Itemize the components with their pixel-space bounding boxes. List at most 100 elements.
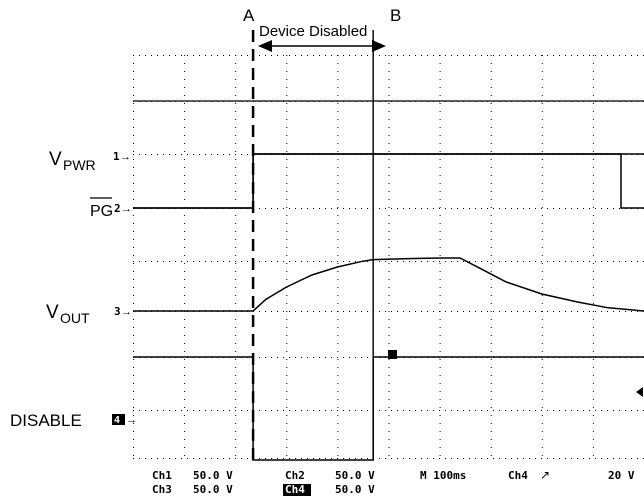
grid-dot [184,199,186,200]
grid-dot [235,327,237,328]
grid-dot [325,410,326,411]
grid-dot [601,410,602,411]
grid-dot [151,55,152,56]
grid-dot [139,410,140,411]
grid-dot [388,447,390,448]
grid-dot [451,208,452,209]
ch2-marker: 2 [114,202,121,215]
grid-dot [145,261,146,262]
grid-dot [133,303,134,304]
ch1-label-main: V [49,149,62,170]
grid-dot [619,410,620,411]
grid-dot [553,311,554,312]
grid-dot [181,410,182,411]
grid-dot [607,410,608,411]
grid-dot [439,431,441,432]
grid-dot [241,458,242,459]
grid-dot [313,458,314,459]
grid-dot [235,154,236,155]
grid-dot [184,215,186,216]
grid-dot [475,55,476,56]
grid-dot [307,261,308,262]
grid-dot [133,343,134,344]
grid-dot [343,261,344,262]
grid-dot [439,399,441,400]
grid-dot [589,458,590,459]
grid-dot [175,154,176,155]
grid-dot [427,458,428,459]
grid-dot [583,311,584,312]
grid-dot [439,79,441,80]
grid-dot [490,399,492,400]
grid-dot [535,311,536,312]
grid-dot [349,208,350,209]
grid-dot [388,159,390,160]
grid-dot [235,191,237,192]
grid-dot [592,95,594,96]
grid-dot [388,423,390,424]
grid-dot [490,439,492,440]
grid-dot [493,410,494,411]
grid-dot [235,79,237,80]
grid-dot [541,447,543,448]
grid-dot [445,55,446,56]
grid-dot [361,410,362,411]
grid-dot [481,261,482,262]
grid-dot [184,87,186,88]
grid-dot [235,167,237,168]
grid-dot [391,55,392,56]
ch2-label: PG 2 → [90,197,132,220]
grid-dot [388,183,390,184]
grid-dot [235,143,237,144]
grid-dot [541,87,543,88]
right-edge-trigger-arrow [636,387,643,397]
grid-dot [490,423,492,424]
grid-dot [187,154,188,155]
trigger-point-marker [388,350,397,359]
grid-dot [199,55,200,56]
grid-dot [184,231,186,232]
grid-dot [271,357,272,358]
grid-dot [286,231,288,232]
grid-dot [541,135,543,136]
grid-dot [541,335,543,336]
grid-dot [553,458,554,459]
grid-dot [607,208,608,209]
grid-dot [595,208,596,209]
grid-dot [475,311,476,312]
ch1-marker: 1 [113,150,120,163]
grid-dot [235,119,237,120]
grid-dot [184,223,186,224]
grid-dot [163,410,164,411]
ch4-label: DISABLE 4 → [10,411,137,430]
grid-dot [391,458,392,459]
grid-dot [337,447,339,448]
grid-dot [235,223,237,224]
grid-dot [541,199,543,200]
grid-dot [223,55,224,56]
readout-timebase: M 100ms [420,469,466,482]
grid-dot [286,207,288,208]
grid-dot [133,447,134,448]
grid-dot [490,199,492,200]
grid-dot [592,415,594,416]
span-arrow-right-head [372,40,386,52]
grid-dot [145,410,146,411]
grid-dot [439,343,441,344]
grid-dot [337,455,339,456]
grid-dot [235,351,237,352]
grid-dot [133,175,134,176]
grid-dot [439,455,441,456]
scope-readout: Ch1 50.0 V Ch3 50.0 V Ch2 50.0 V Ch4 50.… [152,468,635,496]
grid-dot [325,357,326,358]
grid-dot [493,208,494,209]
grid-dot [301,208,302,209]
grid-dot [175,55,176,56]
grid-dot [331,55,332,56]
grid-dot [481,55,482,56]
grid-dot [337,431,339,432]
grid-dot [235,95,237,96]
grid-dot [286,151,288,152]
grid-dot [139,55,140,56]
grid-dot [286,95,288,96]
